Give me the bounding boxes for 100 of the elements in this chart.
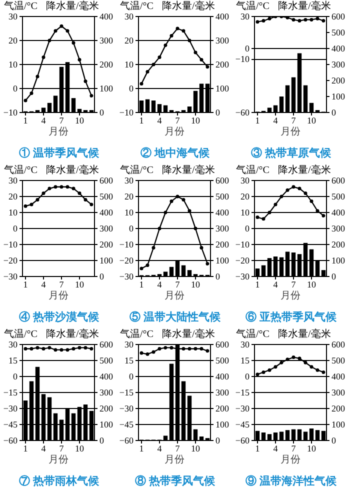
text: ⑥ 亚热带季风气候 — [246, 310, 338, 324]
point — [206, 65, 210, 69]
point — [176, 194, 180, 198]
x-tick-label: 1 — [23, 444, 28, 454]
point — [182, 29, 186, 33]
point — [268, 210, 272, 214]
y-tick-label: 20 — [240, 192, 250, 202]
y2-axis-title: 降水量/毫米 — [46, 164, 99, 178]
y2-tick-label: 100 — [100, 84, 114, 94]
text: ① 温带季风气候 — [19, 146, 100, 160]
y2-tick-label: 100 — [216, 84, 230, 94]
y-tick-label: −10 — [3, 240, 18, 250]
y-tick-label: 30 — [240, 340, 250, 350]
y-tick-label: 10 — [8, 60, 18, 70]
y-tick-label: −30 — [3, 272, 18, 282]
y2-axis-title: 降水量/毫米 — [46, 328, 99, 342]
y-tick-label: 15 — [8, 356, 18, 366]
y-tick-label: 0 — [129, 372, 134, 382]
y-axis-title: 气温/°C — [236, 164, 270, 178]
y-tick-label: 20 — [8, 36, 18, 46]
y-axis-title: 气温/°C — [120, 164, 154, 178]
x-tick-label: 4 — [273, 444, 278, 454]
y-tick-label: 15 — [240, 356, 250, 366]
point — [152, 350, 156, 354]
y-axis-title: 气温/°C — [4, 328, 38, 342]
y2-tick-label: 400 — [216, 12, 230, 22]
point — [170, 346, 174, 350]
y-tick-label: 0 — [13, 84, 18, 94]
y-tick-label: −10 — [119, 240, 134, 250]
point — [256, 216, 260, 220]
x-tick-label: 4 — [157, 280, 162, 290]
point — [66, 185, 70, 189]
x-tick-label: 4 — [157, 116, 162, 126]
y-tick-label: −30 — [119, 272, 134, 282]
point — [304, 192, 308, 196]
y-tick-label: −30 — [235, 404, 250, 414]
point — [182, 198, 186, 202]
x-axis-title: 月份 — [280, 290, 300, 302]
point — [158, 56, 162, 60]
y2-tick-label: 300 — [332, 224, 346, 234]
point — [48, 186, 52, 190]
x-tick-label: 7 — [291, 116, 296, 126]
bar — [303, 85, 308, 112]
point — [322, 214, 326, 218]
y-tick-label: 0 — [245, 224, 250, 234]
point — [24, 98, 28, 102]
y2-axis-title: 降水量/毫米 — [278, 328, 331, 342]
text: ⑤ 温带大陆性气候 — [130, 310, 222, 324]
y2-tick-label: 600 — [332, 12, 346, 22]
point — [286, 358, 290, 362]
point — [206, 349, 210, 353]
point — [152, 62, 156, 66]
y2-tick-label: 500 — [332, 356, 346, 366]
y2-tick-label: 400 — [332, 44, 346, 54]
x-tick-label: 1 — [139, 444, 144, 454]
point — [194, 50, 198, 54]
point — [274, 202, 278, 206]
y-axis-title: 气温/°C — [4, 164, 38, 178]
y-tick-label: 10 — [124, 60, 134, 70]
y2-tick-label: 400 — [100, 208, 114, 218]
text: ④ 热带沙漠气候 — [19, 310, 100, 324]
point — [146, 264, 150, 268]
y-tick-label: −30 — [3, 404, 18, 414]
y-tick-label: 30 — [124, 176, 134, 186]
y-tick-label: −60 — [235, 108, 250, 118]
y2-tick-label: 100 — [100, 256, 114, 266]
y2-tick-label: 400 — [332, 372, 346, 382]
y-tick-label: −20 — [3, 256, 18, 266]
point — [54, 29, 58, 33]
x-tick-label: 1 — [139, 280, 144, 290]
x-tick-label: 10 — [307, 280, 316, 290]
y-tick-label: −45 — [119, 420, 134, 430]
y2-tick-label: 200 — [332, 404, 346, 414]
point — [200, 58, 204, 62]
text: ⑨ 温带海洋性气候 — [246, 474, 338, 488]
y2-tick-label: 100 — [100, 420, 114, 430]
point — [206, 262, 210, 266]
y2-tick-label: 200 — [100, 404, 114, 414]
y2-tick-label: 600 — [216, 176, 230, 186]
y2-tick-label: 400 — [216, 208, 230, 218]
y2-tick-label: 100 — [332, 92, 346, 102]
point — [90, 202, 94, 206]
y-tick-label: 10 — [240, 208, 250, 218]
y2-axis-title: 降水量/毫米 — [162, 0, 215, 14]
y-tick-label: −20 — [235, 256, 250, 266]
x-axis-title: 月份 — [48, 290, 68, 302]
point — [170, 200, 174, 204]
point — [262, 370, 266, 374]
x-tick-label: 4 — [41, 280, 46, 290]
text: ③ 热带草原气候 — [251, 146, 332, 160]
y-tick-label: 0 — [13, 224, 18, 234]
y2-tick-label: 200 — [216, 404, 230, 414]
y2-tick-label: 0 — [332, 272, 336, 282]
point — [280, 194, 284, 198]
x-tick-label: 10 — [75, 280, 84, 290]
point — [78, 192, 82, 196]
point — [84, 198, 88, 202]
y-tick-label: 20 — [124, 192, 134, 202]
x-tick-label: 4 — [273, 280, 278, 290]
y2-tick-label: 600 — [100, 176, 114, 186]
